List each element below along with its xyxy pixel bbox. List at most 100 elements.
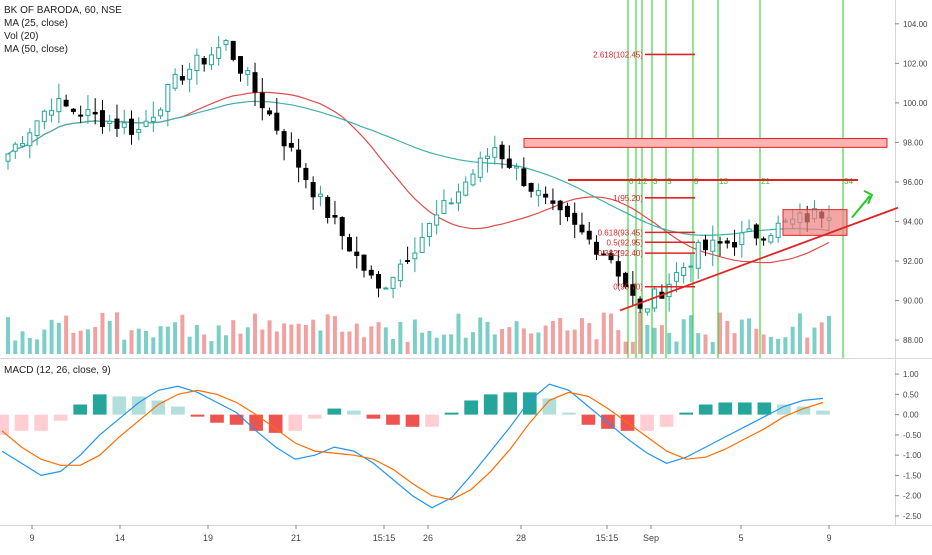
supply-zone-box	[523, 137, 888, 148]
macd-tick-label: 0.00	[903, 411, 919, 420]
volume-bar	[441, 334, 446, 354]
price-tick-label: 98.00	[903, 138, 924, 147]
candle-body	[339, 217, 345, 237]
macd-histogram-bar	[659, 414, 674, 427]
candle-body	[310, 182, 316, 198]
candle-body	[608, 253, 614, 261]
volume-bar	[659, 325, 664, 354]
volume-bar	[114, 312, 119, 354]
candle-body	[274, 112, 280, 131]
legend-ma25[interactable]: MA (25, close)	[4, 18, 68, 29]
volume-bar	[180, 314, 185, 354]
time-zone-label: 1	[637, 177, 642, 186]
price-tick-label: 94.00	[903, 218, 924, 227]
candle-body	[121, 122, 127, 128]
candle-body	[237, 56, 243, 74]
volume-bar	[260, 329, 265, 354]
candle-body	[695, 241, 701, 269]
candle-body	[223, 40, 229, 45]
volume-bar	[100, 312, 105, 354]
volume-bar	[187, 336, 192, 354]
candle-body	[463, 181, 469, 196]
volume-bar	[485, 321, 490, 354]
time-tick-label: 26	[423, 533, 433, 543]
macd-histogram-bar	[0, 414, 9, 435]
volume-bar	[550, 320, 555, 354]
volume-bar	[20, 331, 25, 354]
volume-bar	[362, 337, 367, 354]
macd-histogram-bar	[210, 414, 224, 423]
volume-bar	[827, 315, 831, 354]
candle-body	[455, 191, 461, 204]
volume-bar	[514, 321, 519, 354]
volume-bar	[732, 333, 737, 354]
legend-volume[interactable]: Vol (20)	[4, 31, 38, 42]
macd-histogram-bar	[327, 408, 342, 415]
fib-level-label: 0.5(92.95)	[607, 238, 644, 247]
macd-histogram-bar	[816, 410, 830, 415]
macd-histogram-bar	[581, 414, 596, 425]
volume-bar	[681, 319, 686, 354]
volume-bar	[478, 317, 483, 354]
candle-body	[179, 76, 185, 81]
macd-line	[1, 383, 824, 509]
volume-bar	[783, 337, 788, 354]
candle-body	[165, 84, 171, 112]
volume-bar	[805, 337, 810, 354]
volume-bar	[369, 326, 374, 354]
volume-bar	[790, 326, 795, 354]
time-tick-label: 15:15	[596, 533, 619, 543]
candle-body	[768, 235, 774, 243]
volume-bar	[282, 323, 287, 354]
volume-bar	[173, 322, 178, 354]
volume-bar	[231, 320, 236, 354]
macd-histogram-bar	[503, 392, 518, 415]
volume-bar	[427, 330, 432, 354]
candle-body	[390, 276, 396, 289]
candles-layer	[5, 35, 832, 316]
volume-bar	[565, 330, 570, 354]
candle-body	[550, 200, 556, 204]
legend-ma50[interactable]: MA (50, close)	[4, 44, 68, 55]
volume-bar	[558, 318, 563, 354]
volume-bar	[56, 322, 61, 354]
macd-tick-label: -2.50	[903, 512, 922, 521]
candle-body	[419, 236, 425, 253]
volume-bar	[797, 313, 802, 354]
candle-body	[201, 58, 207, 65]
candle-body	[572, 212, 578, 225]
candle-body	[92, 111, 98, 115]
volume-bar	[6, 317, 10, 354]
time-tick-label: 5	[738, 533, 743, 543]
volume-bar	[136, 328, 141, 354]
volume-bar	[85, 329, 90, 354]
candle-body	[753, 224, 759, 239]
candle-body	[267, 110, 273, 115]
volume-bar	[216, 325, 221, 354]
volume-bar	[347, 331, 352, 354]
macd-histogram-bar	[640, 414, 654, 431]
volume-bar	[296, 323, 301, 354]
candle-body	[535, 190, 541, 196]
time-zone-label: 5	[667, 177, 672, 186]
macd-legend[interactable]: MACD (12, 26, close, 9)	[4, 365, 111, 376]
price-tick-label: 102.00	[903, 59, 928, 68]
volume-bar	[412, 319, 417, 354]
price-tick-label: 100.00	[903, 99, 928, 108]
candle-body	[564, 205, 570, 218]
breakout-arrow	[851, 195, 871, 219]
time-zone-label: 13	[719, 177, 728, 186]
time-zone-label: 0	[629, 177, 634, 186]
volume-bar	[529, 333, 534, 354]
volume-bar	[238, 333, 243, 354]
volume-bar	[638, 312, 643, 354]
candle-body	[187, 68, 193, 80]
macd-histogram-bar	[444, 412, 459, 415]
candle-body	[368, 269, 374, 276]
volume-bar	[754, 328, 759, 354]
macd-tick-label: -2.00	[903, 492, 922, 501]
volume-bar	[456, 313, 461, 354]
